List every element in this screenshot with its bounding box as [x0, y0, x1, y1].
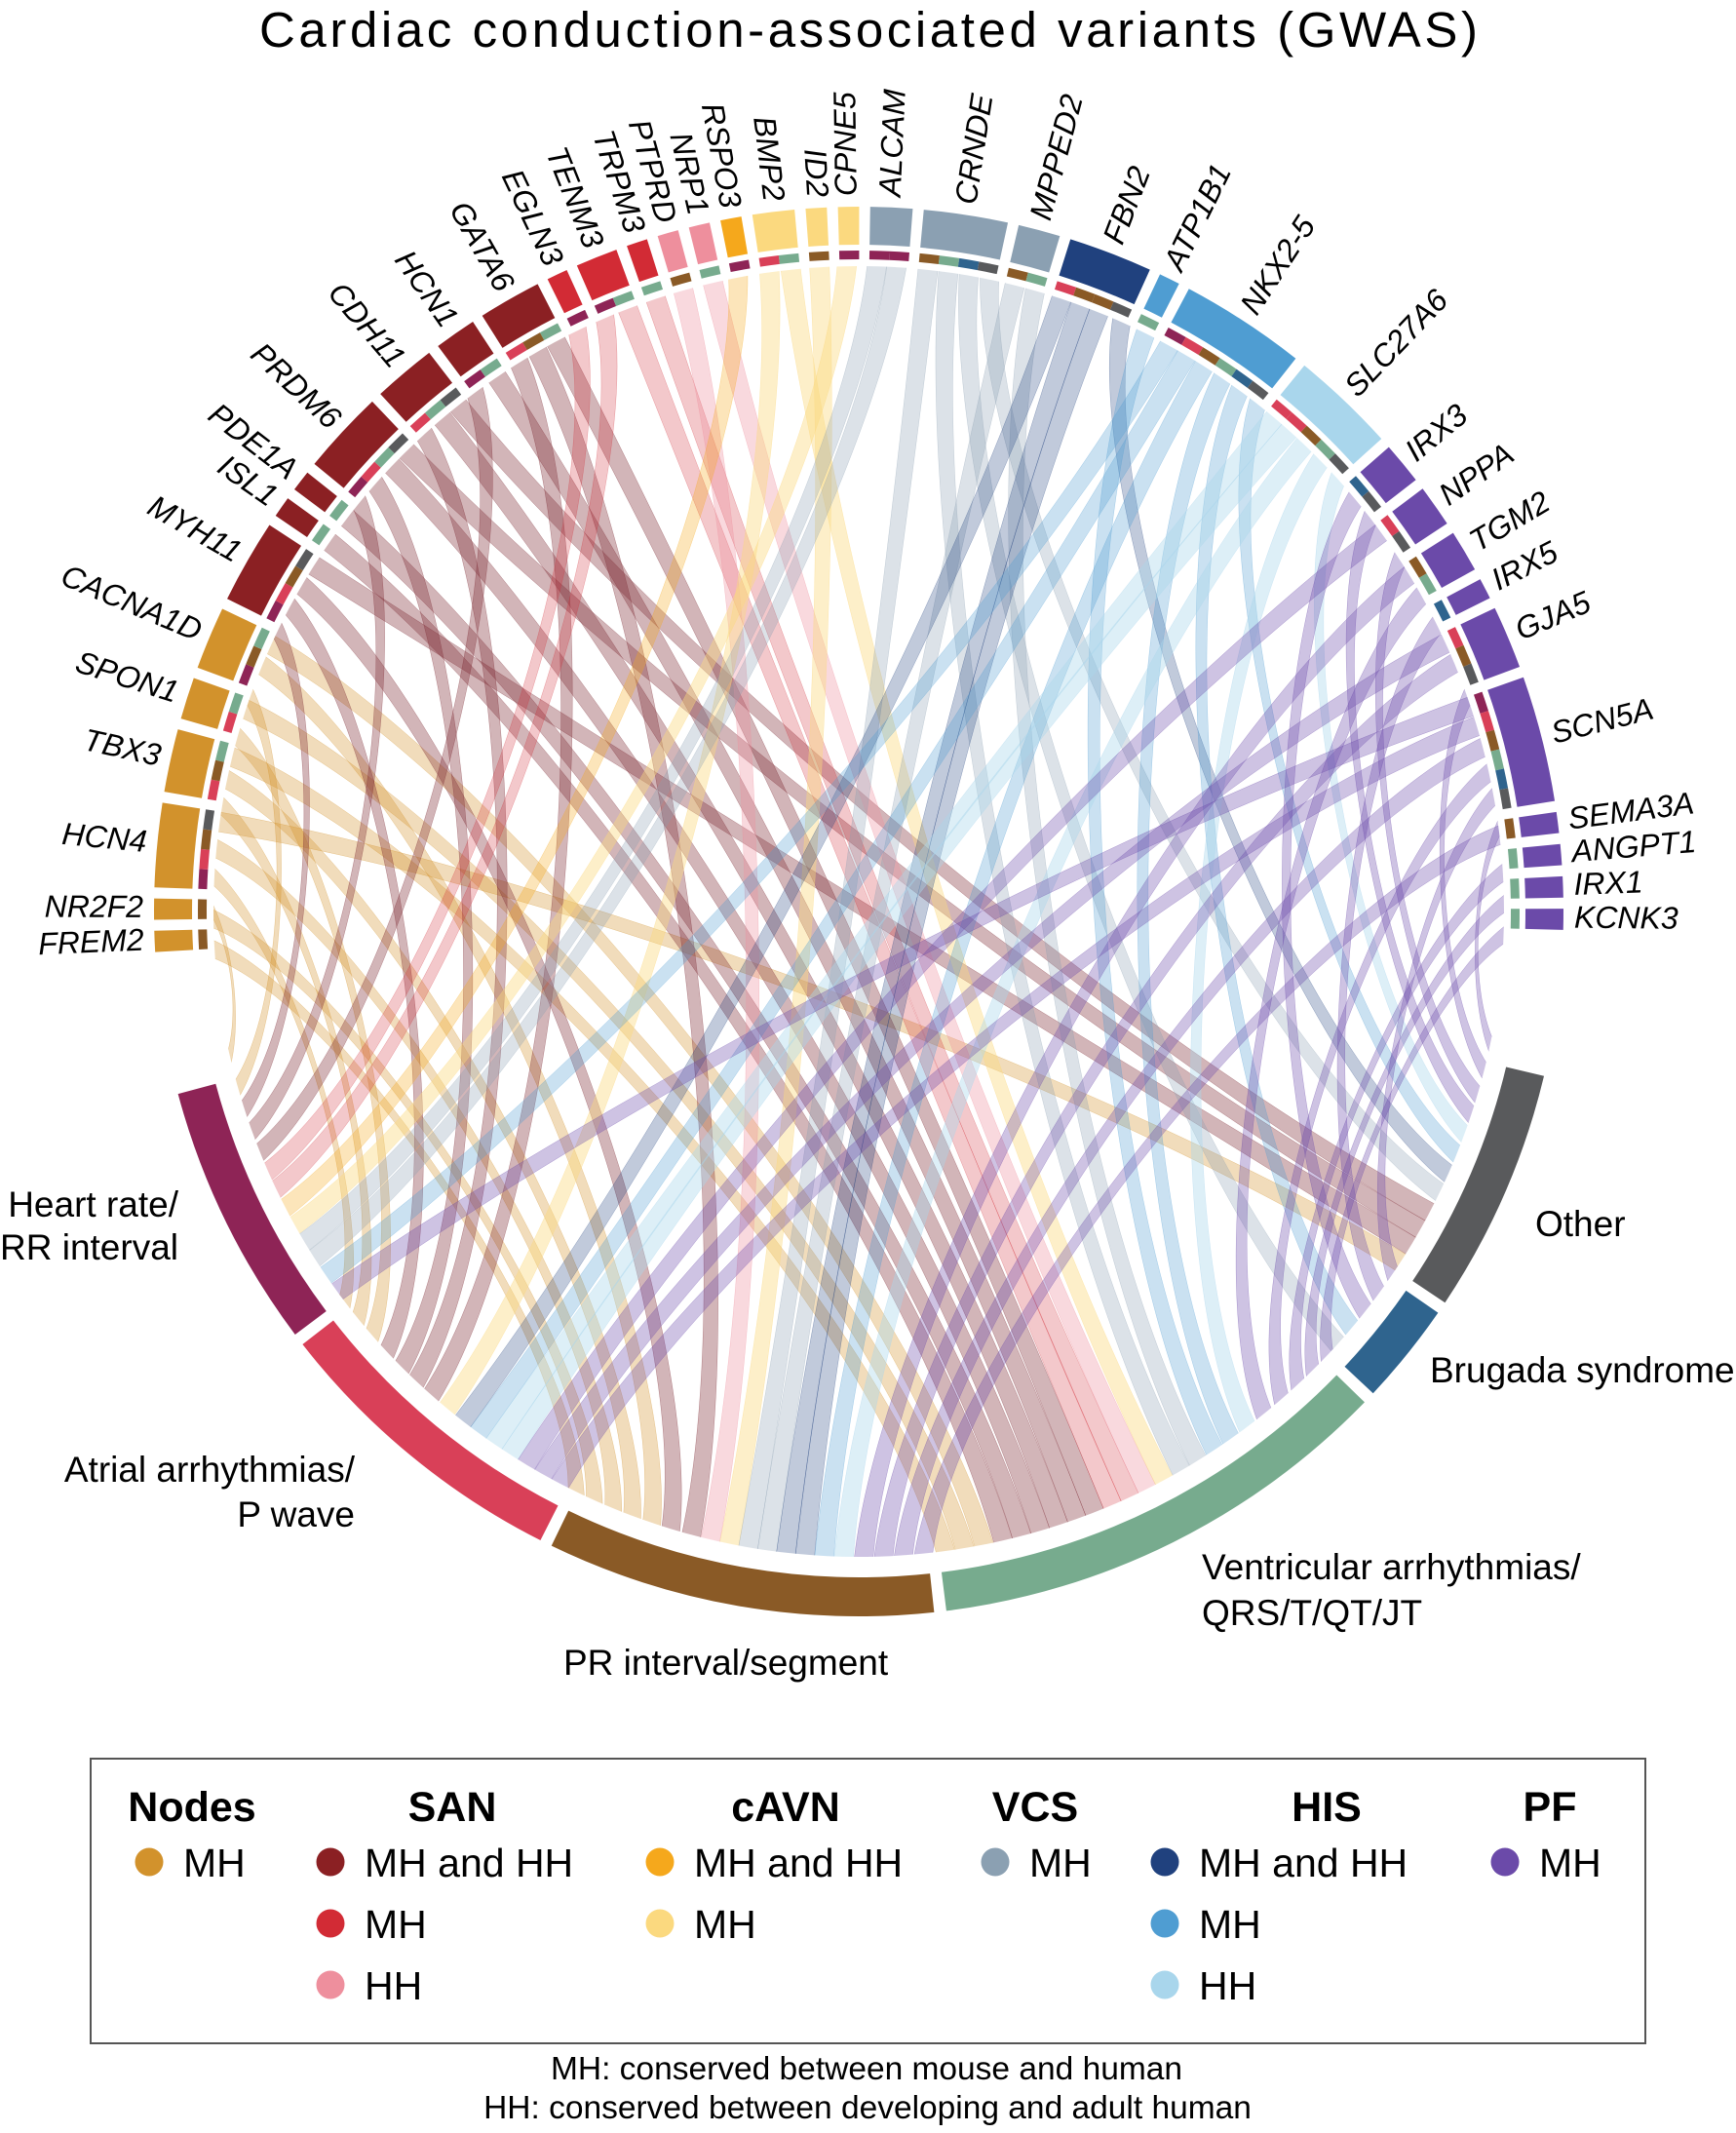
svg-text:VCS: VCS [992, 1784, 1078, 1831]
svg-text:Atrial arrhythmias/: Atrial arrhythmias/ [64, 1450, 356, 1490]
svg-text:Nodes: Nodes [128, 1784, 255, 1831]
svg-text:HCN4: HCN4 [60, 816, 148, 859]
svg-text:P wave: P wave [237, 1494, 355, 1534]
svg-text:RR interval: RR interval [0, 1227, 178, 1267]
svg-text:Other: Other [1535, 1204, 1626, 1244]
svg-text:ID2: ID2 [797, 147, 835, 198]
svg-text:MH and HH: MH and HH [694, 1841, 903, 1885]
svg-text:FREM2: FREM2 [37, 922, 144, 962]
svg-text:MH: MH [365, 1902, 427, 1947]
svg-text:HH: HH [1199, 1963, 1256, 2008]
svg-text:HIS: HIS [1292, 1784, 1362, 1831]
svg-text:MH and HH: MH and HH [1199, 1841, 1408, 1885]
svg-text:MH: MH [1539, 1841, 1601, 1885]
svg-text:cAVN: cAVN [731, 1784, 840, 1831]
svg-text:Brugada syndrome: Brugada syndrome [1430, 1350, 1735, 1390]
svg-text:PR interval/segment: PR interval/segment [563, 1643, 889, 1683]
svg-text:MH: MH [1029, 1841, 1092, 1885]
svg-text:PF: PF [1524, 1784, 1577, 1831]
svg-text:MH: MH [1199, 1902, 1261, 1947]
svg-text:MH and HH: MH and HH [365, 1841, 573, 1885]
svg-text:MH: conserved between mouse an: MH: conserved between mouse and human [551, 2051, 1182, 2087]
svg-text:MH: MH [694, 1902, 756, 1947]
svg-text:SAN: SAN [408, 1784, 497, 1831]
svg-text:NR2F2: NR2F2 [45, 889, 144, 924]
svg-text:CPNE5: CPNE5 [827, 92, 864, 196]
svg-text:KCNK3: KCNK3 [1574, 900, 1678, 936]
svg-text:QRS/T/QT/JT: QRS/T/QT/JT [1202, 1593, 1422, 1633]
svg-text:HH: HH [365, 1963, 422, 2008]
svg-text:HH: conserved between developi: HH: conserved between developing and adu… [483, 2090, 1252, 2126]
svg-text:IRX1: IRX1 [1573, 864, 1643, 901]
svg-text:ALCAM: ALCAM [872, 88, 912, 199]
svg-text:MH: MH [183, 1841, 246, 1885]
svg-text:Heart rate/: Heart rate/ [8, 1184, 179, 1224]
svg-text:Ventricular arrhythmias/: Ventricular arrhythmias/ [1202, 1547, 1581, 1587]
